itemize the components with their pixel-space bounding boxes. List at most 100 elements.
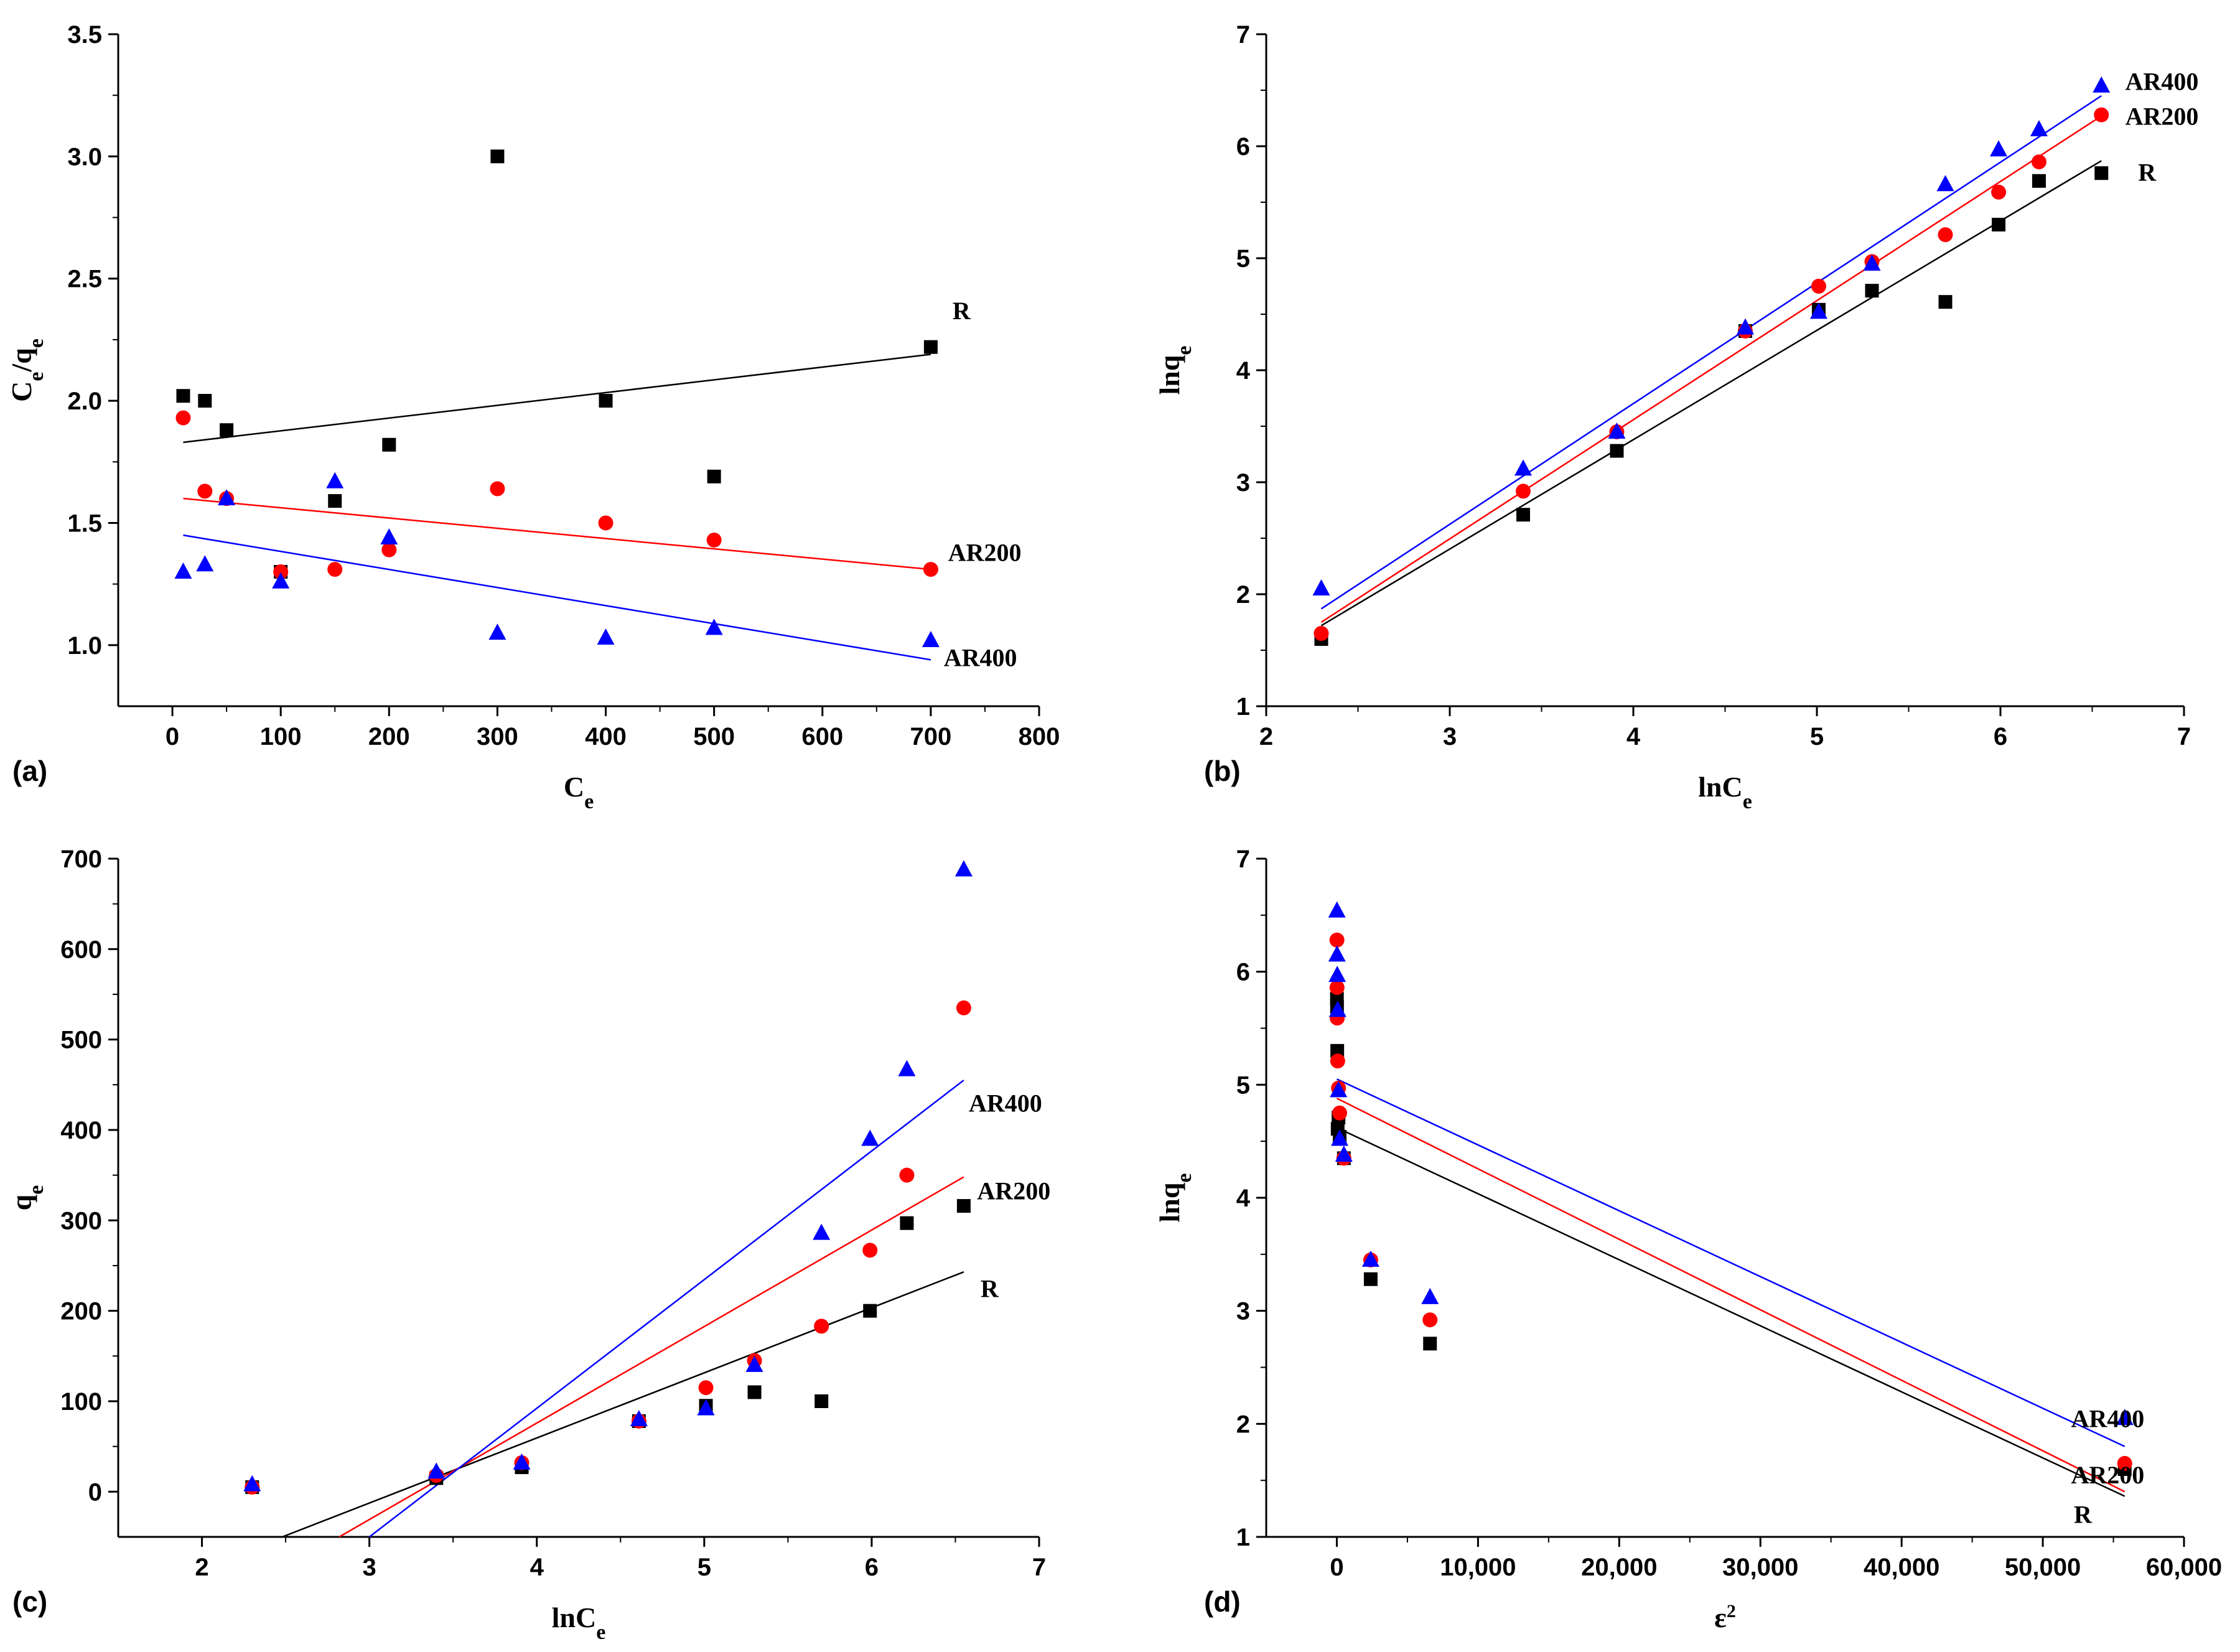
point-ar400 [697, 1399, 715, 1416]
x-tick-label: 4 [1626, 723, 1641, 750]
point-ar200 [1332, 1105, 1347, 1121]
x-tick-label: 3 [1443, 723, 1457, 750]
fit-line-ar400 [1320, 95, 2102, 610]
point-r [1363, 1272, 1378, 1286]
point-r [814, 1394, 829, 1408]
y-tick-label: 3 [1236, 1298, 1250, 1325]
y-tick-label: 3.0 [67, 143, 102, 170]
point-ar400 [898, 1060, 916, 1076]
point-ar400 [196, 555, 214, 572]
x-tick-label: 5 [1810, 723, 1824, 750]
point-ar400 [1328, 901, 1346, 918]
point-r [1516, 508, 1530, 522]
x-axis-label: Ce [564, 771, 594, 813]
fit-line-r [1320, 160, 2102, 627]
point-ar400 [243, 1475, 261, 1491]
x-tick-label: 30,000 [1722, 1554, 1798, 1581]
fit-line-r [183, 353, 931, 444]
y-tick-label: 300 [60, 1207, 102, 1234]
point-ar400 [1312, 579, 1330, 595]
point-ar400 [1335, 1145, 1353, 1162]
point-ar400 [813, 1223, 831, 1240]
point-ar400 [1809, 302, 1827, 319]
panel-tag: (a) [12, 755, 47, 787]
point-ar200 [1330, 1053, 1345, 1069]
point-ar200 [706, 532, 722, 548]
point-ar200 [197, 483, 213, 499]
point-ar200 [2117, 1455, 2132, 1471]
fit-line-r [1336, 1127, 2126, 1497]
point-ar200 [956, 1000, 971, 1015]
x-tick-label: 300 [477, 723, 518, 750]
y-tick-label: 1 [1236, 1524, 1250, 1551]
panel-tag: (b) [1204, 755, 1241, 787]
point-ar400 [2093, 76, 2111, 93]
point-ar400 [1330, 1081, 1348, 1098]
point-ar400 [597, 628, 615, 645]
series-label: AR200 [977, 1177, 1050, 1205]
y-tick-label: 1 [1236, 693, 1250, 721]
y-axis-label: qe [6, 1185, 48, 1211]
point-r [956, 1199, 971, 1213]
point-ar200 [698, 1380, 714, 1396]
point-r [176, 389, 190, 403]
point-ar400 [1990, 140, 2008, 157]
fit-line-ar400 [183, 534, 931, 661]
x-tick-label: 0 [166, 723, 179, 750]
point-r [863, 1304, 877, 1318]
x-tick-label: 2 [195, 1554, 208, 1581]
y-tick-label: 7 [1236, 846, 1250, 873]
fit-line-ar400 [1336, 1078, 2126, 1447]
point-r [1330, 992, 1344, 1006]
point-ar200 [1938, 227, 1953, 243]
fit-line-r [282, 1271, 964, 1537]
panel-c: 2 3 4 5 6 7 0 100 200 300 400 500 600 700 lnCe qe (c) AR4… [6, 846, 1050, 1644]
x-tick-label: 800 [1019, 723, 1060, 750]
series-label: R [981, 1274, 999, 1302]
y-tick-label: 6 [1236, 959, 1250, 986]
y-axis-label: lnqe [1154, 345, 1196, 394]
point-ar400 [1421, 1287, 1439, 1304]
point-ar200 [899, 1167, 915, 1183]
y-tick-label: 1.5 [67, 510, 102, 537]
fit-line-ar200 [1320, 115, 2102, 623]
x-tick-label: 3 [363, 1554, 376, 1581]
point-ar200 [2031, 154, 2046, 170]
point-ar400 [272, 572, 290, 589]
point-ar400 [488, 623, 506, 640]
y-tick-label: 6 [1236, 133, 1250, 161]
y-tick-label: 4 [1236, 1185, 1251, 1212]
point-r [198, 394, 212, 408]
x-axis-label: ε2 [1714, 1601, 1736, 1634]
x-tick-label: 0 [1330, 1554, 1343, 1581]
point-ar400 [1328, 945, 1346, 962]
point-ar400 [861, 1129, 879, 1146]
y-tick-label: 500 [60, 1027, 102, 1054]
point-r [2094, 166, 2109, 180]
x-tick-label: 6 [1994, 723, 2007, 750]
point-r [1330, 1122, 1345, 1136]
series-label: AR400 [969, 1089, 1042, 1117]
y-tick-label: 400 [60, 1117, 102, 1144]
point-r [1865, 284, 1879, 298]
point-ar400 [1361, 1250, 1379, 1267]
y-tick-label: 7 [1236, 21, 1250, 49]
point-ar200 [862, 1243, 878, 1258]
x-tick-label: 7 [1032, 1554, 1046, 1581]
y-axis-label: lnqe [1154, 1173, 1196, 1222]
x-tick-label: 50,000 [2005, 1554, 2081, 1581]
point-ar400 [326, 472, 344, 488]
y-tick-label: 5 [1236, 245, 1250, 273]
point-ar200 [327, 562, 343, 577]
point-ar200 [381, 542, 397, 558]
series-label: R [953, 297, 971, 325]
point-ar400 [218, 489, 236, 506]
point-ar200 [490, 481, 505, 497]
y-tick-label: 100 [60, 1388, 102, 1416]
point-r [599, 394, 613, 408]
point-r [1992, 218, 2006, 231]
panel-tag: (d) [1204, 1585, 1241, 1618]
point-ar400 [1328, 1001, 1346, 1017]
point-ar200 [2094, 107, 2109, 123]
point-ar400 [922, 630, 940, 647]
